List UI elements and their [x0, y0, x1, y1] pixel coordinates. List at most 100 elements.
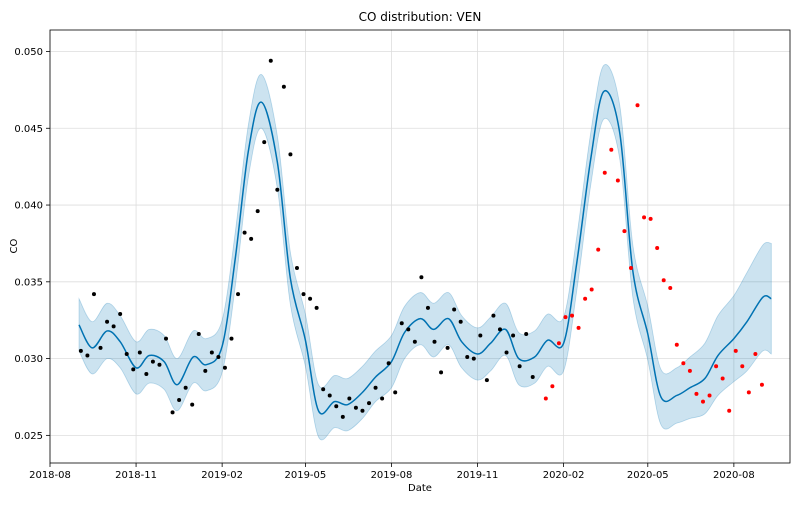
axes: 2018-08 2018-11 2019-02 2019-05 2019-08 2019-…: [14, 29, 791, 481]
test-point: [714, 364, 719, 369]
train-point: [275, 187, 280, 192]
train-point: [458, 319, 463, 324]
uncertainty-band-layer: [78, 64, 772, 441]
y-tick-label: 0.040: [14, 201, 43, 212]
train-point: [439, 370, 444, 375]
test-point: [746, 390, 751, 395]
train-point: [321, 387, 326, 392]
forecast-line-layer: [78, 89, 772, 415]
test-point: [576, 325, 581, 330]
train-point: [157, 362, 162, 367]
test-point: [622, 229, 627, 234]
train-point: [347, 396, 352, 401]
test-point: [707, 393, 712, 398]
x-axis-label: Date: [408, 483, 432, 494]
y-tick-label: 0.030: [14, 354, 43, 365]
test-point: [674, 342, 679, 347]
x-tick-label: 2020-08: [713, 470, 755, 481]
train-point: [203, 368, 208, 373]
train-point: [314, 305, 319, 310]
train-point: [406, 327, 411, 332]
test-point: [609, 147, 614, 152]
test-point: [740, 364, 745, 369]
train-point: [98, 345, 103, 350]
train-point: [327, 393, 332, 398]
train-point: [484, 378, 489, 383]
test-point: [727, 408, 732, 413]
train-point: [216, 355, 221, 360]
train-point: [164, 336, 169, 341]
test-point: [655, 246, 660, 251]
test-point: [661, 278, 666, 283]
x-tick-label: 2020-02: [543, 470, 585, 481]
x-tick-label: 2020-05: [627, 470, 669, 481]
train-point: [471, 356, 476, 361]
train-point: [419, 275, 424, 280]
train-point: [131, 367, 136, 372]
train-point: [452, 307, 457, 312]
train-point: [288, 152, 293, 157]
y-tick-label: 0.025: [14, 431, 43, 442]
test-point: [700, 399, 705, 404]
train-point: [367, 401, 372, 406]
test-point: [563, 315, 568, 320]
x-tick-label: 2019-11: [457, 470, 499, 481]
train-point: [209, 350, 214, 355]
x-tick-label: 2019-05: [284, 470, 326, 481]
train-point: [308, 296, 313, 301]
train-point: [78, 348, 83, 353]
train-point: [124, 351, 129, 356]
train-point: [242, 230, 247, 235]
test-point: [648, 216, 653, 221]
x-tick-label: 2019-02: [201, 470, 243, 481]
train-point: [380, 396, 385, 401]
train-point: [478, 333, 483, 338]
train-point: [360, 408, 365, 413]
test-point: [753, 351, 758, 356]
train-point: [268, 58, 273, 63]
train-point: [170, 410, 175, 415]
test-point: [596, 247, 601, 252]
train-point: [118, 312, 123, 317]
forecast-line: [78, 89, 772, 415]
train-point: [504, 350, 509, 355]
train-point: [491, 313, 496, 318]
train-point: [105, 319, 110, 324]
test-point: [589, 287, 594, 292]
train-point: [236, 292, 241, 297]
test-point: [668, 285, 673, 290]
train-point: [517, 364, 522, 369]
test-point: [642, 215, 647, 220]
y-tick-label: 0.050: [14, 47, 43, 58]
test-point: [733, 348, 738, 353]
plot-frame: [49, 29, 791, 464]
train-point: [144, 371, 149, 376]
train-point: [294, 265, 299, 270]
train-point: [150, 359, 155, 364]
train-point: [425, 305, 430, 310]
y-tick-label: 0.045: [14, 124, 43, 135]
train-point: [262, 140, 267, 145]
test-point: [635, 103, 640, 108]
test-point: [602, 170, 607, 175]
train-point: [497, 327, 502, 332]
train-point: [85, 353, 90, 358]
test-point: [759, 382, 764, 387]
train-point: [412, 339, 417, 344]
test-point: [550, 384, 555, 389]
train-point: [183, 385, 188, 390]
train-point: [301, 292, 306, 297]
train-point: [111, 324, 116, 329]
train-point: [222, 365, 227, 370]
test-point: [615, 178, 620, 183]
train-point: [445, 345, 450, 350]
train-point: [399, 321, 404, 326]
x-tick-label: 2018-11: [115, 470, 157, 481]
y-tick-label: 0.035: [14, 277, 43, 288]
train-point: [524, 332, 529, 337]
train-point: [190, 402, 195, 407]
test-point: [687, 368, 692, 373]
y-axis-label: CO: [9, 238, 20, 253]
